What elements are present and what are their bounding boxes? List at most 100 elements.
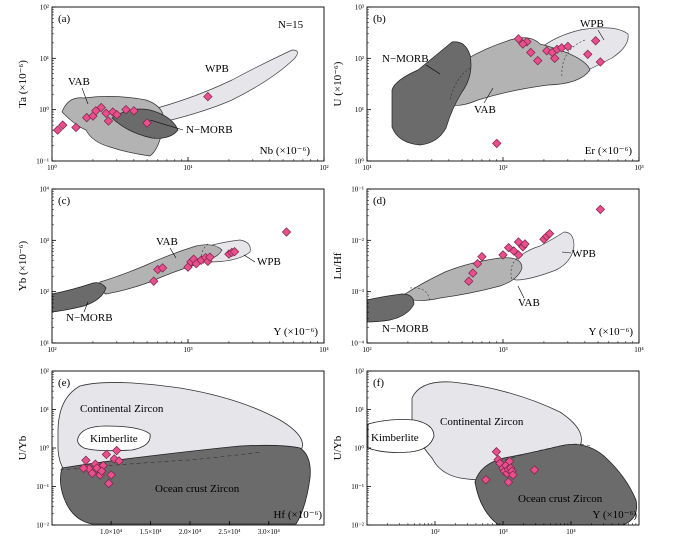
panel-e-xtick-label-0: 1.0×10⁴ [100,528,123,536]
panel-c-y-label: Yb (×10⁻⁶) [17,240,29,291]
panel-a-fields [61,49,298,157]
panel-c-xtick-label-2: 10⁴ [319,346,329,354]
panel-a-ytick-label-0: 10⁻¹ [36,158,49,166]
panel-b-ytick-label-2: 10² [355,55,364,63]
panel-a-y-label: Ta (×10⁻⁶) [17,60,29,108]
panel-e-field-label-continental: Continental Zircon [80,403,164,415]
panel-f-ytick-label-2: 10⁰ [354,445,364,453]
panel-f-y-label: U/Yb [332,435,344,460]
panel-d-y-label: Lu/Hf [332,252,344,279]
panel-e-kimberlite-field [77,425,151,452]
panel-f-field-label-kimberlite: Kimberlite [371,432,419,444]
panel-c-point-13 [229,247,240,257]
panel-d-point-4 [498,250,508,260]
panel-d-fields [367,231,575,323]
panel-f-xtick-label-2: 10⁴ [566,528,576,536]
panel-a-field-label-nmorb: N−MORB [186,124,233,136]
panel-c-point-14 [281,227,292,237]
panel-f-ytick-label-3: 10¹ [355,406,364,414]
panel-a-point-1 [58,120,68,130]
panel-d-leader-vab [517,285,525,299]
panel-b-y-label: U (×10⁻⁶) [332,61,344,106]
panel-b-fields [391,27,629,146]
panel-c-fields [52,239,251,313]
panel-e-ocean-crust-zircon-field [60,444,311,525]
panel-d-xtick-label-2: 10⁴ [634,346,644,354]
panel-f-point-14 [529,465,540,475]
panel-b-xtick-label-0: 10¹ [362,164,371,172]
panel-d-ytick-label-1: 10⁻³ [351,288,364,296]
panel-a-point-6 [96,102,106,113]
panel-d-point-6 [509,246,519,256]
panel-a-points [52,91,213,135]
panel-f-ytick-label-0: 10⁻² [351,522,364,530]
panel-e-field-label-kimberlite: Kimberlite [90,433,138,445]
panel-a-ytick-label-1: 10⁰ [39,106,49,114]
panel-c-ytick-label-0: 10¹ [40,340,49,348]
panel-b-field-label-nmorb: N−MORB [382,53,429,65]
panel-c-point-10 [205,252,215,262]
panel-d-xtick-label-1: 10³ [498,346,507,354]
panel-a-leader-vab [81,87,89,105]
panel-e-point-11 [106,470,116,480]
panel-f-ytick-label-4: 10² [355,368,364,376]
panel-a-field-label-vab: VAB [68,76,90,88]
panel-d-leader-wpb [561,251,572,254]
panel-c-xtick-label-0: 10² [47,346,56,354]
panel-c-field-label-vab: VAB [156,236,178,248]
panel-f-kimberlite-field [367,419,435,453]
panel-d-point-3 [477,252,487,262]
panel-d-point-1 [468,268,478,278]
panel-a-point-11 [121,104,131,115]
panel-f-ocean-crust-zircon-field [474,443,638,525]
panel-e-point-9 [78,463,89,473]
panel-b-point-12 [583,49,593,59]
panel-d-point-14 [595,204,606,215]
panel-d-points [464,204,606,286]
panel-f-fields [367,381,638,525]
panel-d: 10² 10³ 10⁴ 10⁻⁴ 10⁻³ 10⁻² 10⁻¹ (d) WPB VAB N−… [332,186,644,355]
panel-c-point-0 [149,276,159,286]
panel-e-field-label-ocean: Ocean crust Zircon [155,483,240,495]
panel-b-point-11 [550,53,560,64]
panel-e-point-0 [81,455,91,465]
panel-d-boundary-dash-2 [510,255,521,281]
panel-a-point-10 [112,109,122,120]
panel-b-leader-nmorb [425,64,441,75]
panel-c-field-label-wpb: WPB [257,256,281,268]
panel-f-boundary-dash [497,443,591,463]
panel-b-point-13 [590,36,601,46]
panel-d-field-label-vab: VAB [518,297,540,309]
panel-e-y-label: U/Yb [17,435,29,460]
panel-c-point-2 [157,263,168,273]
panel-a-xtick-label-2: 10² [319,164,328,172]
panel-a-leader-nmorb [149,119,184,131]
panel-e-x-label: Hf (×10⁻⁶) [273,509,322,521]
panel-e-point-2 [87,468,97,479]
panel-b-point-3 [526,47,536,58]
panel-b-xtick-label-1: 10² [498,164,507,172]
panel-d-ytick-label-2: 10⁻² [351,237,364,245]
panel-e-ticks: 1.0×10⁴ 1.5×10⁴ 2.0×10⁴ 2.5×10⁴ 3.0×10⁴ 10⁻² 1… [36,368,280,537]
panel-d-x-label: Y (×10⁻⁶) [589,326,634,338]
panel-e-point-14 [96,466,107,476]
panel-e-point-7 [101,449,112,460]
panel-e-point-10 [109,454,119,464]
panel-a-field-label-wpb: WPB [205,63,229,75]
panel-d-wpb-field [507,231,575,281]
panel-d-point-0 [464,276,474,286]
panel-c-leader-vab [169,247,177,259]
panel-c-x-label: Y (×10⁻⁶) [274,326,319,338]
panel-b-point-2 [522,37,532,47]
panel-b-nmorb-field [391,41,472,146]
panel-c-ytick-label-1: 10² [40,288,49,296]
panel-a-ytick-label-3: 10² [40,4,49,12]
panel-b-point-10 [563,41,573,52]
panel-b-x-label: Er (×10⁻⁶) [585,145,633,157]
panel-b-xtick-label-2: 10³ [634,164,643,172]
panel-d-ytick-label-3: 10⁻¹ [351,186,364,194]
panel-d-field-label-nmorb: N−MORB [382,323,429,335]
